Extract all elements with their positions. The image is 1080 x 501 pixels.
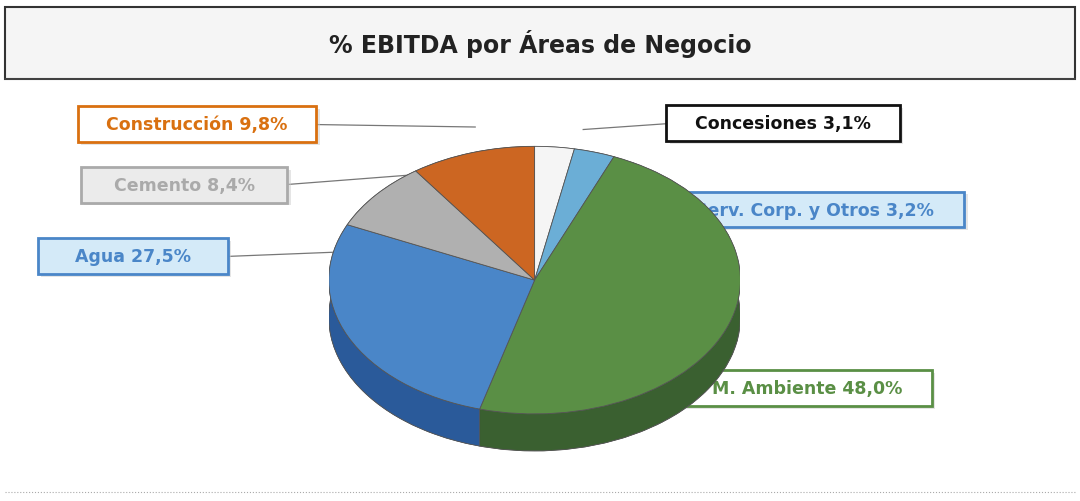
FancyBboxPatch shape bbox=[686, 373, 935, 409]
Text: Concesiones 3,1%: Concesiones 3,1% bbox=[696, 115, 870, 133]
FancyBboxPatch shape bbox=[667, 195, 968, 230]
Wedge shape bbox=[480, 157, 741, 414]
Text: % EBITDA por Áreas de Negocio: % EBITDA por Áreas de Negocio bbox=[328, 30, 752, 58]
FancyBboxPatch shape bbox=[5, 8, 1075, 80]
FancyBboxPatch shape bbox=[78, 107, 316, 143]
FancyBboxPatch shape bbox=[38, 239, 228, 275]
Text: Serv. Corp. y Otros 3,2%: Serv. Corp. y Otros 3,2% bbox=[694, 201, 934, 219]
FancyBboxPatch shape bbox=[683, 371, 932, 406]
Wedge shape bbox=[535, 150, 613, 281]
Ellipse shape bbox=[328, 184, 741, 451]
Polygon shape bbox=[416, 147, 535, 208]
Polygon shape bbox=[348, 171, 416, 262]
Text: M. Ambiente 48,0%: M. Ambiente 48,0% bbox=[712, 380, 903, 397]
Polygon shape bbox=[575, 150, 613, 194]
Wedge shape bbox=[328, 225, 535, 409]
FancyBboxPatch shape bbox=[670, 109, 903, 144]
FancyBboxPatch shape bbox=[81, 110, 320, 145]
Polygon shape bbox=[480, 157, 740, 451]
Wedge shape bbox=[348, 171, 535, 281]
FancyBboxPatch shape bbox=[84, 170, 291, 206]
FancyBboxPatch shape bbox=[81, 168, 287, 203]
Text: Agua 27,5%: Agua 27,5% bbox=[75, 248, 191, 266]
FancyBboxPatch shape bbox=[41, 241, 231, 277]
Wedge shape bbox=[416, 147, 535, 281]
Polygon shape bbox=[328, 225, 480, 446]
Wedge shape bbox=[535, 147, 575, 281]
Text: Cemento 8,4%: Cemento 8,4% bbox=[113, 177, 255, 194]
Polygon shape bbox=[535, 147, 575, 186]
FancyBboxPatch shape bbox=[666, 106, 900, 142]
Text: Construcción 9,8%: Construcción 9,8% bbox=[107, 116, 287, 134]
FancyBboxPatch shape bbox=[664, 192, 964, 228]
